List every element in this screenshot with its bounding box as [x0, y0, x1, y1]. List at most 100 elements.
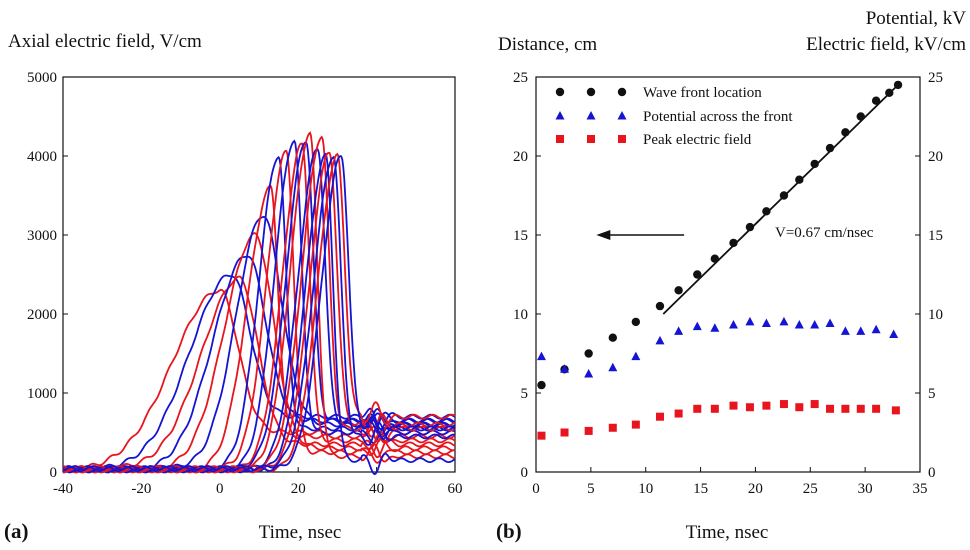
point-square: [608, 423, 617, 432]
panel-a-waveform: [62, 151, 456, 473]
point-circle: [745, 222, 755, 232]
point-square: [779, 400, 788, 409]
point-circle: [893, 80, 903, 90]
panel-b-xtick-label: 5: [587, 481, 595, 497]
panel-b-points: [536, 80, 903, 440]
legend-label: Potential across the front: [643, 109, 793, 125]
point-square: [795, 403, 804, 412]
panel-b-ytick-label-right: 10: [928, 307, 943, 323]
panel-b-ytick-label-left: 10: [513, 307, 528, 323]
panel-b-xtick-label: 15: [693, 481, 708, 497]
point-circle: [537, 380, 546, 390]
point-square: [872, 404, 881, 413]
point-square: [674, 409, 683, 418]
panel-b-ytick-label-left: 15: [513, 228, 528, 244]
legend-label: Wave front location: [643, 85, 762, 101]
panel-a-xlabel: Time, nsec: [259, 522, 342, 543]
point-triangle: [889, 329, 899, 339]
legend-marker-triangle: [586, 111, 596, 120]
point-triangle: [779, 316, 789, 326]
point-square: [762, 401, 771, 410]
panel-a-waveform: [62, 274, 456, 472]
panel-a: Axial electric field, V/cm -40 -20 0 20 40 60…: [4, 31, 463, 543]
panel-a-ytick-label: 1000: [27, 386, 57, 402]
point-circle: [608, 333, 617, 342]
velocity-annotation: V=0.67 cm/nsec: [775, 225, 874, 241]
point-triangle: [745, 316, 755, 326]
panel-a-waveform: [62, 289, 456, 473]
panel-a-waveform: [62, 135, 456, 471]
point-circle: [710, 254, 720, 263]
legend-marker-square: [556, 135, 564, 143]
point-triangle: [856, 326, 866, 335]
panel-a-ytick-label: 4000: [27, 149, 57, 165]
point-circle: [674, 286, 683, 295]
point-circle: [871, 96, 881, 105]
point-square: [655, 412, 664, 421]
panel-b-fit-line: [596, 84, 899, 315]
panel-b-ytick-label-left: 25: [513, 70, 528, 86]
point-triangle: [728, 320, 738, 329]
point-square: [693, 404, 702, 413]
point-triangle: [560, 364, 570, 373]
point-square: [584, 426, 593, 435]
panel-b-ytick-label-right: 5: [928, 386, 936, 402]
point-square: [729, 401, 738, 410]
panel-b-legend: Wave front location Potential across the …: [555, 85, 793, 148]
panel-a-waveform: [63, 152, 456, 474]
point-square: [537, 431, 546, 440]
point-circle: [795, 175, 804, 184]
panel-b-left-title: Distance, cm: [498, 34, 597, 55]
panel-a-title: Axial electric field, V/cm: [8, 31, 202, 52]
panel-b-right-title-2: Electric field, kV/cm: [806, 34, 966, 55]
point-square: [891, 406, 900, 415]
panel-a-ytick-label: 2000: [27, 307, 57, 323]
panel-b-xtick-label: 20: [748, 481, 763, 497]
panel-b: Distance, cm Potential, kV Electric fiel…: [496, 8, 966, 543]
panel-a-waveform: [62, 152, 456, 476]
point-square: [826, 404, 835, 413]
legend-marker-triangle: [555, 111, 565, 120]
panel-a-waveform: [62, 155, 456, 473]
point-triangle: [825, 318, 835, 327]
point-square: [841, 404, 850, 413]
point-circle: [584, 349, 593, 358]
legend-marker-triangle: [617, 111, 627, 120]
point-circle: [631, 317, 641, 327]
legend-marker-square: [618, 135, 626, 143]
legend-label: Peak electric field: [643, 132, 752, 148]
point-square: [560, 428, 569, 437]
legend-marker-circle: [617, 87, 627, 97]
panel-a-xtick-label: 40: [369, 481, 384, 497]
point-square: [631, 420, 640, 429]
panel-b-frame: [535, 76, 921, 473]
panel-b-ytick-label-left: 5: [521, 386, 529, 402]
point-square: [810, 400, 819, 409]
point-triangle: [871, 324, 881, 334]
point-circle: [729, 238, 738, 248]
point-triangle: [761, 318, 771, 327]
panel-b-ytick-label-left: 0: [521, 465, 529, 481]
panel-a-ytick-label: 5000: [27, 70, 57, 86]
point-circle: [779, 191, 789, 200]
point-square: [745, 403, 754, 412]
panel-b-right-title-1: Potential, kV: [866, 8, 967, 29]
panel-b-xlabel: Time, nsec: [686, 522, 769, 543]
point-triangle: [840, 326, 850, 335]
point-triangle: [584, 369, 594, 378]
panel-b-label: (b): [496, 519, 522, 543]
point-triangle: [536, 351, 546, 361]
point-triangle: [631, 351, 641, 361]
point-triangle: [810, 320, 820, 329]
point-square: [856, 404, 865, 413]
point-square: [710, 404, 719, 413]
point-triangle: [608, 362, 618, 372]
panel-b-xtick-label: 35: [913, 481, 928, 497]
panel-a-xtick-label: 60: [448, 481, 463, 497]
panel-b-xtick-label: 10: [638, 481, 653, 497]
panel-b-ytick-label-right: 0: [928, 465, 936, 481]
arrow-head: [596, 230, 611, 240]
panel-a-xtick-label: 0: [216, 481, 224, 497]
